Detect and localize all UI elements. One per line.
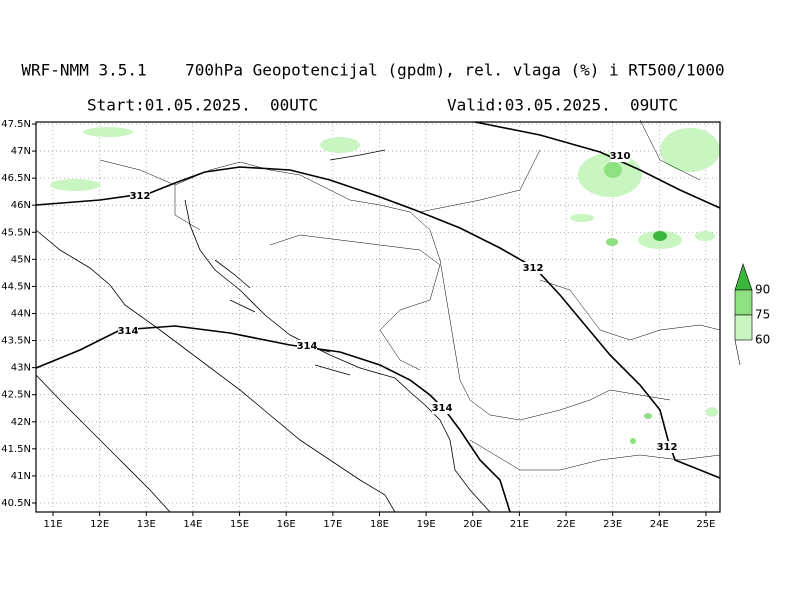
lon-label: 13E	[137, 519, 156, 530]
contour-label-bg	[432, 402, 452, 414]
contour-label: 310	[610, 151, 631, 162]
title: WRF-NMM 3.5.1 700hPa Geopotencijal (gpdm…	[21, 61, 724, 80]
contour-label: 314	[432, 403, 453, 414]
grid	[32, 122, 720, 516]
legend-label: 90	[755, 283, 770, 297]
contour-label: 314	[297, 341, 318, 352]
lon-label: 19E	[417, 519, 436, 530]
lon-label: 12E	[90, 519, 109, 530]
lat-label: 43N	[11, 363, 31, 374]
legend-label: 60	[755, 333, 770, 347]
lat-label: 45.5N	[1, 227, 31, 238]
contour-label: 312	[657, 442, 678, 453]
lat-label: 40.5N	[1, 498, 31, 509]
lon-label: 21E	[510, 519, 529, 530]
legend	[734, 263, 753, 366]
lon-label: 18E	[370, 519, 389, 530]
lon-label: 20E	[463, 519, 482, 530]
contour-label-bg	[523, 262, 543, 274]
contour-label-bg	[610, 150, 630, 162]
lat-label: 44.5N	[1, 281, 31, 292]
valid-time: Valid:03.05.2025. 09UTC	[447, 96, 678, 115]
lat-label: 43.5N	[1, 336, 31, 347]
lon-label: 24E	[650, 519, 669, 530]
lon-label: 25E	[696, 519, 715, 530]
contour-label-bg	[118, 325, 138, 337]
lon-label: 17E	[323, 519, 342, 530]
start-time: Start:01.05.2025. 00UTC	[87, 96, 318, 115]
contour-label-bg	[297, 340, 317, 352]
contour-label: 312	[523, 263, 544, 274]
lat-label: 42N	[11, 417, 31, 428]
contour-label: 314	[118, 326, 139, 337]
lat-label: 47.5N	[1, 119, 31, 130]
borders	[99, 119, 721, 471]
legend-label: 75	[755, 308, 770, 322]
contour-labels: 312 312 312 314 314 314 310	[118, 150, 678, 453]
lat-label: 45N	[11, 254, 31, 265]
lon-label: 11E	[43, 519, 62, 530]
lat-label: 41.5N	[1, 444, 31, 455]
lon-label: 14E	[183, 519, 202, 530]
legend-labels: 90 75 60	[755, 283, 770, 347]
lon-label: 16E	[277, 519, 296, 530]
lon-label: 23E	[603, 519, 622, 530]
lat-label: 44N	[11, 308, 31, 319]
lat-label: 47N	[11, 146, 31, 157]
lon-label: 15E	[230, 519, 249, 530]
lat-label: 41N	[11, 471, 31, 482]
lat-label: 42.5N	[1, 390, 31, 401]
contour-label-bg	[130, 190, 150, 202]
contour-label: 312	[130, 191, 151, 202]
lon-label: 22E	[557, 519, 576, 530]
coastlines	[35, 149, 491, 513]
map-frame	[35, 121, 721, 513]
contour-label-bg	[657, 441, 677, 453]
lat-label: 46N	[11, 200, 31, 211]
lat-label: 46.5N	[1, 173, 31, 184]
